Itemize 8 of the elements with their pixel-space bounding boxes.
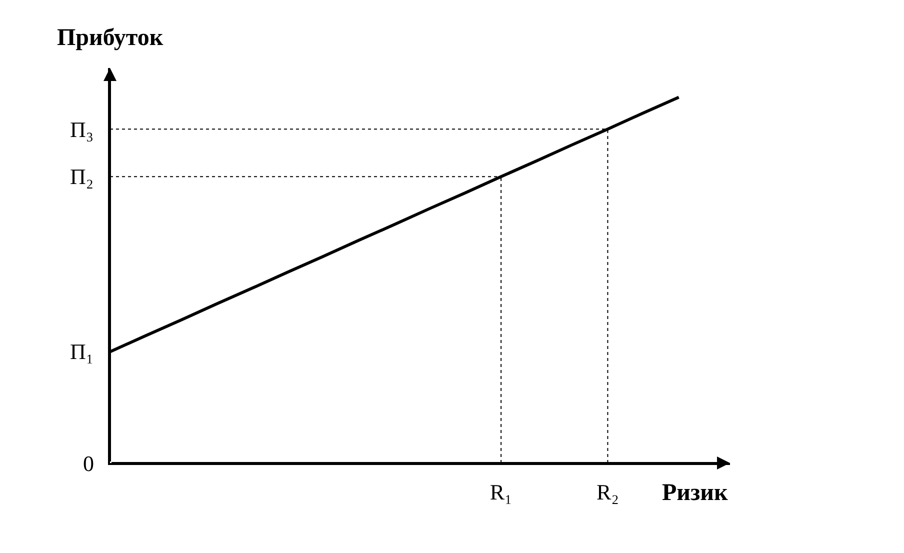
ref-line-label: П₃ bbox=[70, 117, 94, 142]
y-axis-title: Прибуток bbox=[57, 25, 164, 51]
text: 0 bbox=[83, 451, 94, 476]
x-tick-label: R₂ bbox=[596, 479, 619, 504]
text: П₁ bbox=[70, 339, 94, 364]
x-axis-title: Ризик bbox=[662, 480, 728, 506]
x-tick-label: R₁ bbox=[490, 479, 512, 504]
ref-line-label: П₂ bbox=[70, 164, 94, 189]
